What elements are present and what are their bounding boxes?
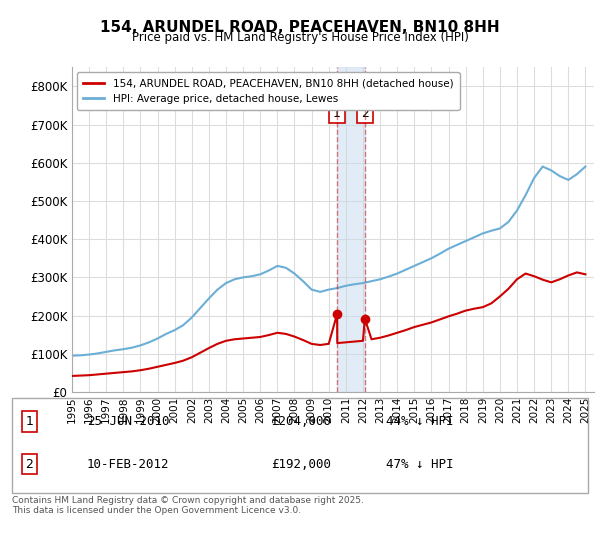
Text: 47% ↓ HPI: 47% ↓ HPI <box>386 458 454 471</box>
Text: 44% ↓ HPI: 44% ↓ HPI <box>386 415 454 428</box>
Text: 2: 2 <box>25 458 33 471</box>
Text: 10-FEB-2012: 10-FEB-2012 <box>87 458 169 471</box>
Text: Contains HM Land Registry data © Crown copyright and database right 2025.
This d: Contains HM Land Registry data © Crown c… <box>12 496 364 515</box>
Legend: 154, ARUNDEL ROAD, PEACEHAVEN, BN10 8HH (detached house), HPI: Average price, de: 154, ARUNDEL ROAD, PEACEHAVEN, BN10 8HH … <box>77 72 460 110</box>
Text: 1: 1 <box>333 106 341 119</box>
Text: 2: 2 <box>361 106 369 119</box>
Text: £192,000: £192,000 <box>271 458 331 471</box>
Text: 25-JUN-2010: 25-JUN-2010 <box>87 415 169 428</box>
Text: 154, ARUNDEL ROAD, PEACEHAVEN, BN10 8HH: 154, ARUNDEL ROAD, PEACEHAVEN, BN10 8HH <box>100 20 500 35</box>
Text: £204,000: £204,000 <box>271 415 331 428</box>
Bar <box>337 67 365 392</box>
Text: Price paid vs. HM Land Registry's House Price Index (HPI): Price paid vs. HM Land Registry's House … <box>131 31 469 44</box>
Text: 1: 1 <box>25 415 33 428</box>
